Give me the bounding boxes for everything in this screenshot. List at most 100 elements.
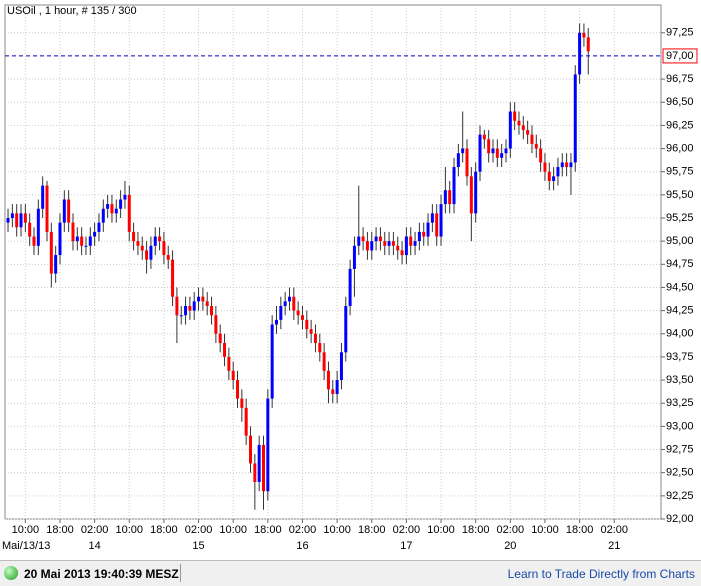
y-tick-label: 93,00 [666, 420, 694, 432]
candle-body [370, 241, 374, 251]
timestamp: 20 Mai 2013 19:40:39 MESZ [24, 567, 179, 581]
candle-body [443, 190, 447, 205]
day-label: 17 [400, 540, 412, 552]
candle-body [521, 125, 525, 131]
candle-body [348, 268, 352, 306]
candle-body [313, 333, 317, 344]
candle-body [175, 296, 179, 316]
candle-body [417, 231, 421, 242]
candle-body [110, 204, 114, 214]
candle-body [318, 343, 322, 353]
candle-body [517, 120, 521, 126]
candle-body [210, 305, 214, 316]
candle-body [357, 236, 361, 246]
candle-body [500, 153, 504, 158]
candle-body [569, 162, 573, 168]
candle-body [495, 148, 499, 158]
candle-body [448, 190, 452, 205]
candle-body [426, 222, 430, 237]
x-tick-label: 18:00 [150, 524, 178, 536]
candle-body [469, 176, 473, 214]
candle-body [88, 236, 92, 246]
day-label: 16 [296, 540, 308, 552]
candle-body [491, 148, 495, 154]
candle-body [41, 185, 45, 209]
candle-body [45, 185, 49, 232]
candle-body [171, 259, 175, 297]
candle-body [487, 139, 491, 154]
x-tick-label: 10:00 [116, 524, 144, 536]
candle-body [292, 296, 296, 311]
x-tick-label: 18:00 [358, 524, 386, 536]
candle-body [101, 208, 105, 223]
candle-body [240, 398, 244, 408]
x-tick-label: 02:00 [289, 524, 317, 536]
candle-body [322, 352, 326, 371]
y-tick-label: 94,00 [666, 328, 694, 340]
x-tick-label: 18:00 [254, 524, 282, 536]
candle-body [565, 162, 569, 168]
candle-body [526, 130, 530, 135]
y-tick-label: 94,75 [666, 258, 694, 270]
candle-body [119, 199, 123, 209]
current-price-label: 97,00 [666, 50, 694, 62]
x-tick-label: 10:00 [427, 524, 455, 536]
candle-body [132, 231, 136, 242]
candle-body [422, 231, 426, 237]
candle-body [378, 236, 382, 242]
candle-body [552, 176, 556, 181]
candle-body [287, 296, 291, 302]
candle-body [404, 236, 408, 256]
candle-body [586, 37, 590, 52]
candle-body [67, 199, 71, 223]
candle-body [10, 213, 14, 219]
candle-body [396, 245, 400, 251]
candle-body [582, 32, 586, 38]
y-tick-label: 95,75 [666, 166, 694, 178]
candle-body [162, 241, 166, 256]
candle-body [93, 231, 97, 237]
candle-body [84, 245, 88, 247]
trade-link[interactable]: Learn to Trade Directly from Charts [507, 567, 695, 581]
chart-title: USOil , 1 hour, # 135 / 300 [7, 5, 137, 17]
candle-body [279, 305, 283, 320]
candle-body [534, 143, 538, 149]
y-tick-label: 95,25 [666, 212, 694, 224]
candle-body [54, 255, 58, 274]
candle-body [62, 199, 66, 223]
candle-body [15, 213, 19, 228]
candle-body [32, 236, 36, 246]
candle-body [339, 352, 343, 381]
plot-frame [4, 4, 662, 520]
chart: USOil , 1 hour, # 135 / 300 92,00 92,25 92… [2, 4, 698, 552]
x-tick-label: 18:00 [46, 524, 74, 536]
candle-body [361, 236, 365, 242]
candle-body [214, 315, 218, 334]
candle-body [188, 305, 192, 311]
candle-body [244, 407, 248, 436]
x-tick-label: 18:00 [566, 524, 594, 536]
y-tick-label: 95,00 [666, 235, 694, 247]
candle-body [140, 245, 144, 251]
candle-body [508, 111, 512, 149]
candle-body [197, 296, 201, 302]
x-tick-label: 10:00 [219, 524, 247, 536]
x-tick-label: 10:00 [323, 524, 351, 536]
candle-body [218, 333, 222, 344]
y-tick-label: 95,50 [666, 189, 694, 201]
y-tick-label: 93,50 [666, 374, 694, 386]
candle-body [374, 236, 378, 242]
candle-body [114, 208, 118, 214]
candle-body [539, 148, 543, 163]
candle-body [266, 398, 270, 492]
day-label: 21 [608, 540, 620, 552]
candle-body [249, 435, 253, 464]
candle-body [296, 310, 300, 316]
candle-body [231, 370, 235, 381]
candle-body [158, 236, 162, 242]
status-icon [4, 566, 18, 580]
x-tick-label: 02:00 [81, 524, 109, 536]
candle-body [543, 162, 547, 172]
candle-body [153, 236, 157, 246]
candle-body [435, 213, 439, 237]
